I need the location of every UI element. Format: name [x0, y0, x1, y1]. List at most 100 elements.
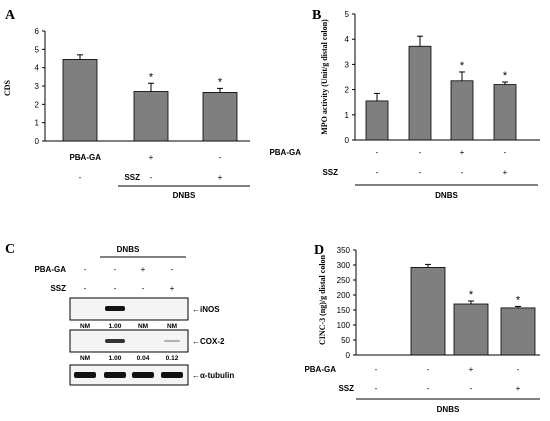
- group-label: DNBS: [173, 191, 196, 200]
- blot-band: [74, 372, 96, 378]
- treatment-sign: -: [150, 173, 153, 182]
- treatment-sign: +: [516, 384, 521, 393]
- treatment-sign: +: [503, 168, 508, 177]
- treatment-sign: -: [375, 365, 378, 374]
- y-axis-label: MPO activity (Unit/g distal colon): [320, 19, 329, 135]
- blot-label: ←COX-2: [192, 337, 225, 346]
- treatment-label: SSZ: [124, 173, 140, 182]
- treatment-sign: +: [460, 148, 465, 157]
- y-axis-label: CDS: [3, 79, 12, 96]
- treatment-label: PBA-GA: [34, 265, 66, 274]
- group-label: DNBS: [117, 245, 140, 254]
- y-tick-label: 2: [345, 86, 350, 95]
- panel-letter: A: [5, 8, 16, 23]
- bar: [500, 307, 536, 356]
- y-tick-label: 4: [345, 35, 350, 44]
- treatment-sign: -: [470, 384, 473, 393]
- treatment-sign: -: [219, 153, 222, 162]
- group-label: DNBS: [437, 405, 460, 414]
- panel-b: B 0 1 2 3 4 5 MPO activity (Unit/g distal colon…: [269, 8, 540, 200]
- densitometry-value: 0.12: [166, 355, 179, 362]
- treatment-label: PBA-GA: [69, 153, 101, 162]
- treatment-sign: -: [79, 173, 82, 182]
- treatment-sign: -: [114, 265, 117, 274]
- treatment-sign: -: [461, 168, 464, 177]
- blot-label: ←iNOS: [192, 305, 220, 314]
- bar: [365, 100, 389, 141]
- treatment-label: SSZ: [338, 384, 354, 393]
- densitometry-value: 1.00: [109, 355, 122, 362]
- y-tick-label: 5: [35, 45, 40, 54]
- panel-letter: C: [5, 242, 15, 257]
- treatment-sign: -: [517, 365, 520, 374]
- panel-letter: D: [314, 243, 324, 258]
- treatment-sign: -: [171, 265, 174, 274]
- y-tick-label: 6: [35, 27, 40, 36]
- bar: [133, 91, 169, 142]
- y-tick-label: 0: [345, 136, 350, 145]
- densitometry-value: 0.04: [137, 355, 150, 362]
- y-tick-label: 100: [337, 321, 351, 330]
- densitometry-value: NM: [80, 323, 90, 330]
- panel-letter: B: [312, 8, 321, 23]
- significance-star: *: [218, 76, 223, 88]
- panel-d: D 0 50 100 150 200 250 300 350 CINC-3 (ng)/g dist…: [304, 243, 540, 414]
- treatment-sign: -: [375, 384, 378, 393]
- treatment-sign: +: [218, 173, 223, 182]
- bar: [202, 92, 238, 142]
- treatment-sign: -: [376, 168, 379, 177]
- y-tick-label: 200: [337, 291, 351, 300]
- densitometry-value: 1.00: [109, 323, 122, 330]
- bar: [408, 45, 432, 141]
- y-tick-label: 0: [35, 137, 40, 146]
- treatment-label: PBA-GA: [304, 365, 336, 374]
- blot-frame: [69, 329, 189, 353]
- treatment-sign: -: [84, 265, 87, 274]
- treatment-sign: -: [427, 384, 430, 393]
- bar: [493, 84, 517, 141]
- treatment-sign: +: [141, 265, 146, 274]
- treatment-sign: -: [419, 148, 422, 157]
- blot-band: [105, 339, 125, 343]
- y-tick-label: 1: [345, 111, 350, 120]
- y-tick-label: 300: [337, 261, 351, 270]
- bar: [453, 303, 489, 356]
- y-tick-label: 4: [35, 64, 40, 73]
- treatment-sign: -: [79, 153, 82, 162]
- blot-frame: [69, 364, 189, 386]
- y-tick-label: 2: [35, 100, 40, 109]
- treatment-sign: +: [149, 153, 154, 162]
- blot-inos: ←iNOS NM 1.00 NM NM: [69, 297, 220, 330]
- y-tick-label: 0: [346, 351, 351, 360]
- treatment-sign: +: [170, 284, 175, 293]
- treatment-label: SSZ: [50, 284, 66, 293]
- significance-star: *: [503, 70, 508, 82]
- significance-star: *: [516, 294, 521, 306]
- y-tick-label: 3: [35, 82, 40, 91]
- y-tick-label: 250: [337, 276, 351, 285]
- blot-band: [161, 372, 183, 378]
- y-tick-label: 1: [35, 119, 40, 128]
- bar: [62, 59, 98, 142]
- y-tick-label: 50: [341, 336, 350, 345]
- blot-band: [164, 340, 180, 342]
- y-tick-label: 3: [345, 60, 350, 69]
- treatment-sign: -: [114, 284, 117, 293]
- significance-star: *: [460, 60, 465, 72]
- blot-band: [132, 372, 154, 378]
- densitometry-value: NM: [138, 323, 148, 330]
- blot-label: ←α-tubulin: [192, 371, 234, 380]
- treatment-sign: -: [84, 284, 87, 293]
- y-tick-label: 350: [337, 246, 351, 255]
- bar: [450, 80, 474, 141]
- blot-tubulin: ←α-tubulin: [69, 364, 234, 386]
- treatment-sign: +: [469, 365, 474, 374]
- group-label: DNBS: [435, 191, 458, 200]
- treatment-sign: -: [142, 284, 145, 293]
- blot-frame: [69, 297, 189, 321]
- treatment-label: PBA-GA: [269, 148, 301, 157]
- treatment-sign: -: [376, 148, 379, 157]
